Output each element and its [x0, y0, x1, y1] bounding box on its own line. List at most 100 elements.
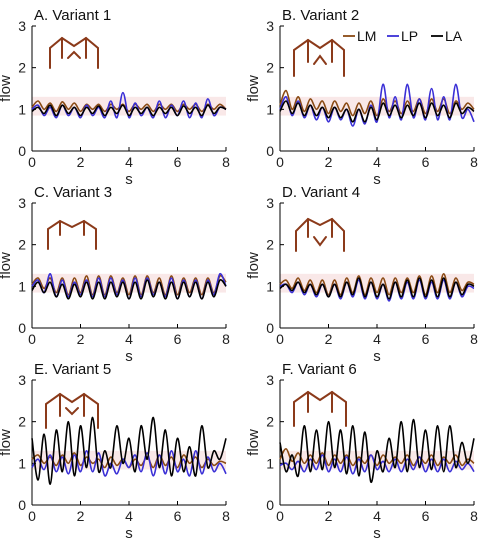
vessel-path: [293, 38, 345, 77]
vessel-path: [67, 50, 81, 59]
chart-panel: A. Variant 1 0 1 2 3 0 2 4 6 8 s flow: [0, 7, 230, 188]
vessel-path: [59, 220, 85, 236]
vessel-sketch-icon: [45, 392, 99, 429]
y-tick-label: 0: [266, 497, 274, 513]
y-tick-label: 3: [266, 18, 274, 34]
vessel-sketch-icon: [47, 219, 97, 250]
y-tick-label: 3: [18, 372, 26, 388]
panel-title: E. Variant 5: [34, 361, 111, 378]
vessel-path: [61, 37, 87, 59]
x-tick-label: 2: [325, 331, 333, 347]
series-line-la: [279, 277, 475, 300]
y-tick-label: 0: [266, 143, 274, 159]
vessel-path: [307, 39, 333, 63]
vessel-path: [49, 36, 99, 69]
x-tick-label: 4: [125, 154, 133, 170]
y-tick-label: 2: [266, 414, 274, 430]
vessel-path: [307, 391, 333, 413]
panel-title: A. Variant 1: [34, 7, 111, 24]
y-axis-label: flow: [245, 75, 262, 102]
x-axis-label: s: [373, 525, 381, 542]
y-tick-label: 0: [18, 143, 26, 159]
vessel-path: [313, 236, 327, 247]
y-axis-label: flow: [245, 429, 262, 456]
x-tick-label: 6: [422, 154, 430, 170]
y-tick-label: 0: [18, 497, 26, 513]
y-tick-label: 1: [266, 455, 274, 471]
vessel-sketch-icon: [295, 217, 345, 252]
x-tick-label: 0: [276, 154, 284, 170]
series-line-la: [279, 418, 475, 483]
vessel-path: [313, 54, 327, 65]
x-axis-label: s: [125, 171, 133, 188]
y-tick-label: 3: [266, 195, 274, 211]
legend-label-lm: LM: [357, 28, 376, 44]
x-tick-label: 6: [422, 331, 430, 347]
legend-label-la: LA: [445, 28, 463, 44]
x-tick-label: 4: [373, 331, 381, 347]
x-tick-label: 0: [28, 508, 36, 524]
y-tick-label: 3: [266, 372, 274, 388]
y-tick-label: 1: [266, 101, 274, 117]
vessel-path: [65, 407, 79, 416]
legend: LM LP LA: [343, 28, 463, 44]
flow-band: [280, 273, 474, 293]
y-tick-label: 3: [18, 18, 26, 34]
x-tick-label: 0: [28, 154, 36, 170]
vessel-sketch-icon: [49, 36, 99, 69]
vessel-sketch-icon: [293, 390, 347, 427]
series-line-la: [31, 104, 227, 117]
chart-panel: F. Variant 6 0 1 2 3 0 2 4 6 8 s flow: [245, 361, 478, 542]
x-tick-label: 8: [222, 508, 230, 524]
y-axis-label: flow: [0, 429, 14, 456]
series-line-lm: [279, 273, 475, 296]
x-tick-label: 8: [470, 154, 478, 170]
x-tick-label: 2: [77, 154, 85, 170]
x-axis-label: s: [125, 348, 133, 365]
y-axis-label: flow: [0, 75, 14, 102]
y-tick-label: 1: [266, 278, 274, 294]
vessel-path: [307, 218, 333, 238]
legend-label-lp: LP: [401, 28, 418, 44]
chart-panel: D. Variant 4 0 1 2 3 0 2 4 6 8 s flow: [245, 184, 478, 365]
series-line-la: [31, 416, 227, 486]
x-axis-label: s: [373, 171, 381, 188]
vessel-path: [47, 219, 97, 250]
x-axis-label: s: [125, 525, 133, 542]
vessel-sketch-icon: [293, 38, 345, 77]
vessel-path: [293, 390, 347, 427]
x-tick-label: 0: [276, 331, 284, 347]
x-tick-label: 8: [470, 331, 478, 347]
y-tick-label: 2: [266, 237, 274, 253]
panel-title: C. Variant 3: [34, 184, 112, 201]
series-line-la: [31, 279, 227, 300]
x-tick-label: 4: [125, 508, 133, 524]
x-tick-label: 6: [422, 508, 430, 524]
chart-panel: C. Variant 3 0 1 2 3 0 2 4 6 8 s flow: [0, 184, 230, 365]
y-tick-label: 2: [266, 60, 274, 76]
x-tick-label: 6: [174, 508, 182, 524]
flow-band: [32, 273, 226, 293]
y-tick-label: 3: [18, 195, 26, 211]
x-tick-label: 8: [222, 154, 230, 170]
y-tick-label: 2: [18, 60, 26, 76]
x-tick-label: 4: [373, 508, 381, 524]
x-tick-label: 2: [325, 154, 333, 170]
y-tick-label: 0: [18, 320, 26, 336]
chart-panel: B. Variant 2 0 1 2 3 0 2 4 6 8 s flow: [245, 7, 478, 188]
y-axis-label: flow: [0, 252, 14, 279]
y-tick-label: 1: [18, 101, 26, 117]
y-tick-label: 2: [18, 237, 26, 253]
y-tick-label: 1: [18, 455, 26, 471]
vessel-path: [295, 217, 345, 252]
x-tick-label: 2: [77, 508, 85, 524]
chart-panel: E. Variant 5 0 1 2 3 0 2 4 6 8 s flow: [0, 361, 230, 542]
x-tick-label: 0: [28, 331, 36, 347]
flow-band: [280, 96, 474, 116]
x-tick-label: 2: [325, 508, 333, 524]
x-tick-label: 6: [174, 331, 182, 347]
y-axis-label: flow: [245, 252, 262, 279]
panel-title: D. Variant 4: [282, 184, 360, 201]
x-tick-label: 0: [276, 508, 284, 524]
